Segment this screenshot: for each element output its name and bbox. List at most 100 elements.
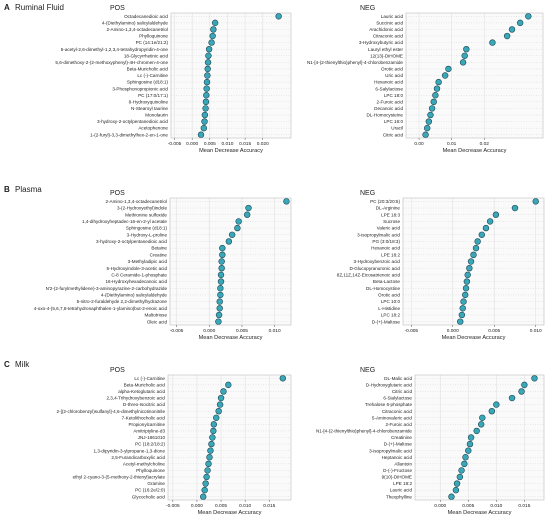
- y-tick-label: Allantoin: [394, 461, 412, 466]
- data-point: [218, 264, 225, 272]
- x-tick-label: 0.020: [257, 141, 269, 147]
- data-point: [452, 486, 460, 494]
- y-tick-label: 1-(2-furyl)-3,3-dimethylhex-2-en-1-one: [90, 132, 168, 137]
- data-point: [458, 311, 466, 319]
- y-tick-label: 6-Salylactose: [375, 86, 403, 91]
- y-tick-label: 18-Glycyrrhetinic acid: [124, 53, 169, 58]
- data-point: [217, 278, 225, 285]
- data-point: [462, 291, 469, 299]
- data-point: [215, 318, 222, 325]
- y-tick-label: Citric acid: [392, 389, 413, 394]
- y-tick-label: 4-(Diethylamino) salicylaldehyde: [102, 20, 169, 25]
- data-point: [467, 434, 475, 441]
- x-tick-label: 0.005: [236, 328, 248, 334]
- y-tick-label: Beta-Lactose: [373, 279, 401, 284]
- data-point: [207, 447, 214, 454]
- section-title-0: Ruminal Fluid: [15, 3, 64, 12]
- panel-title: POS: [110, 5, 125, 12]
- data-point: [432, 92, 439, 99]
- data-point: [477, 421, 485, 428]
- y-tick-label: Methionine sulfoxide: [125, 212, 167, 217]
- x-tick-label: 0.000: [434, 503, 446, 509]
- data-point: [427, 111, 434, 119]
- y-tick-label: Citraconic acid: [373, 34, 404, 39]
- panel-title: POS: [110, 190, 125, 197]
- y-tick-label: PG (3:0/18:3): [372, 239, 400, 244]
- section-letter-c: C: [4, 360, 10, 369]
- y-tick-label: Arachidonic acid: [369, 27, 403, 32]
- data-point: [461, 52, 468, 59]
- y-tick-label: 3-Hydroxybenzoic acid: [354, 259, 401, 264]
- y-tick-label: DL-Homocysteine: [366, 113, 403, 118]
- data-point: [470, 251, 477, 259]
- data-point: [511, 204, 519, 212]
- data-point: [209, 32, 216, 40]
- section-title-1: Plasma: [15, 185, 42, 194]
- data-point: [478, 231, 485, 238]
- y-tick-label: Theophylline: [386, 494, 412, 499]
- y-tick-label: PC (20:3/20:5): [370, 199, 400, 204]
- y-tick-label: 5-Hydroxyindole-3-acetic acid: [106, 266, 167, 271]
- data-point: [206, 454, 213, 461]
- y-tick-label: Orotic acid: [378, 293, 400, 298]
- data-point: [503, 32, 511, 40]
- data-point: [216, 401, 224, 408]
- data-point: [243, 211, 251, 218]
- y-tick-label: Phylloquinone: [139, 34, 168, 39]
- y-tick-label: Sphingosine (d18:1): [127, 80, 169, 85]
- data-point: [225, 381, 232, 389]
- y-tick-label: LPC 16:0: [384, 119, 404, 124]
- y-tick-label: Glycocholic acid: [132, 494, 166, 499]
- y-tick-label: Betaine: [151, 246, 167, 251]
- panel-2: POS 2-Amino-1,3,4-octadecanetriol 3-(2-Hyd…: [34, 190, 292, 341]
- y-tick-label: Citraconic acid: [382, 409, 413, 414]
- y-tick-label: D-(+)-Maltose: [384, 442, 413, 447]
- y-tick-label: Uric acid: [385, 73, 403, 78]
- data-point: [283, 198, 290, 205]
- data-point: [459, 305, 466, 312]
- x-tick-label: 0.015: [518, 503, 530, 509]
- data-point: [516, 19, 524, 27]
- data-point: [235, 218, 242, 225]
- y-tick-label: PC (16:2e/2:0): [135, 488, 165, 493]
- data-point: [204, 467, 211, 474]
- y-tick-label: 3-Hydroxy-L-proline: [127, 232, 168, 237]
- data-point: [467, 258, 475, 265]
- y-tick-label: N1-[4-(2-thienylthio)phenyl]-4-chloroben…: [316, 429, 412, 434]
- x-tick-label: 0.01: [447, 141, 457, 147]
- y-tick-label: 2,3,4-Trihydroxybenzoic acid: [106, 396, 165, 401]
- y-tick-label: Lauric acid: [381, 14, 404, 19]
- data-point: [532, 198, 539, 205]
- y-tick-label: 3-hydroxy-2-octylpentanedioic acid: [96, 239, 167, 244]
- y-tick-label: 3-Phosphonopropionic acid: [112, 86, 168, 91]
- section-letter-a: A: [4, 3, 10, 12]
- y-tick-label: LPE 18:2: [381, 252, 400, 257]
- data-point: [219, 244, 226, 252]
- y-tick-label: C-8 Ceramide-1-phosphate: [111, 272, 167, 277]
- y-tick-label: Heptanoic acid: [382, 455, 413, 460]
- plot-frame: [405, 12, 544, 139]
- y-tick-label: Maltotriose: [145, 313, 168, 318]
- data-point: [430, 98, 437, 106]
- data-point: [463, 278, 471, 285]
- x-axis-label: Mean Decrease Accuracy: [198, 510, 262, 516]
- data-point: [424, 124, 431, 132]
- plot-frame: [402, 197, 545, 326]
- y-tick-label: Hexanoic acid: [374, 80, 403, 85]
- y-tick-label: Beta-Muricholic acid: [127, 67, 169, 72]
- data-point: [197, 131, 205, 138]
- y-tick-label: N1-[4-(2-thienylthio)phenyl]-4-chloroben…: [307, 60, 403, 65]
- y-tick-label: 2-[(2-chlorobenzyl)sulfanyl]-4,6-dimethy…: [56, 409, 165, 414]
- y-tick-label: Succinic acid: [376, 20, 403, 25]
- data-point: [428, 105, 436, 112]
- data-point: [425, 118, 433, 125]
- y-tick-label: Lc (-)-Carnitine: [134, 376, 165, 381]
- data-point: [460, 298, 467, 305]
- data-point: [228, 231, 236, 238]
- y-tick-label: D-(+)-Maltose: [372, 319, 401, 324]
- data-point: [458, 467, 465, 474]
- data-point: [433, 85, 441, 92]
- y-tick-label: PC (14:1e/21:2): [136, 40, 169, 45]
- data-point: [203, 92, 210, 99]
